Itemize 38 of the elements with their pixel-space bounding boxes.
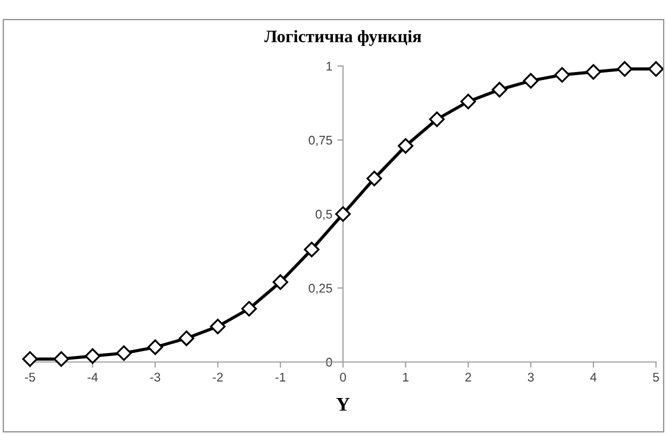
chart-title: Логістична функція xyxy=(264,30,422,46)
x-tick-label: -2 xyxy=(212,372,223,382)
point xyxy=(241,300,257,316)
point xyxy=(304,242,320,258)
x-tick-label: -1 xyxy=(275,372,286,382)
point xyxy=(116,345,132,361)
x-tick-label: -3 xyxy=(150,372,160,382)
point xyxy=(616,61,632,77)
x-tick-label: 0 xyxy=(340,372,346,382)
point xyxy=(523,73,539,89)
point xyxy=(210,318,226,334)
x-tick-label: -5 xyxy=(25,372,36,382)
point xyxy=(460,94,476,110)
y-tick-label: 1 xyxy=(326,62,332,71)
x-tick-label: -4 xyxy=(88,372,98,382)
point xyxy=(335,206,351,222)
point xyxy=(22,351,38,367)
y-tick-label: 0,25 xyxy=(308,284,332,294)
y-tick-label: 0,75 xyxy=(308,136,332,146)
point xyxy=(366,170,382,186)
x-tick-label: 5 xyxy=(653,372,659,382)
point xyxy=(586,64,602,80)
point xyxy=(147,339,163,355)
point xyxy=(178,330,194,346)
point xyxy=(54,351,70,367)
point xyxy=(492,82,508,98)
point xyxy=(84,348,100,364)
point xyxy=(429,112,445,128)
x-tick-label: 1 xyxy=(403,372,408,382)
x-tick-label: 3 xyxy=(528,372,534,382)
x-axis-title: Y xyxy=(336,398,350,411)
x-tick-label: 2 xyxy=(465,372,472,382)
point xyxy=(272,274,288,290)
point xyxy=(554,67,570,83)
point xyxy=(648,61,664,77)
y-tick-label: 0,5 xyxy=(316,210,332,220)
point xyxy=(398,138,414,154)
x-tick-label: 4 xyxy=(590,372,597,382)
